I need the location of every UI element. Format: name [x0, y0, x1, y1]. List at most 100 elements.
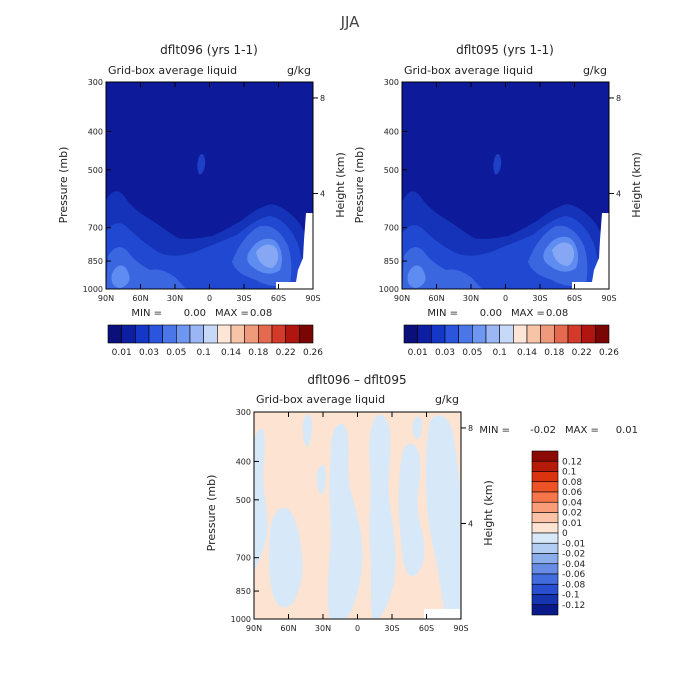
- y-tick-label: 850: [88, 257, 103, 266]
- max-label: MAX =: [215, 308, 249, 319]
- min-label: MIN =: [479, 425, 510, 436]
- contour-cell: [197, 154, 206, 175]
- colorbar-swatch: [285, 324, 300, 344]
- negative-band-1: [254, 428, 268, 570]
- colorbar-swatch: [244, 324, 259, 344]
- x-tick-label: 30N: [463, 294, 479, 303]
- panel-units: g/kg: [435, 393, 459, 406]
- x-tick-label: 90N: [246, 624, 262, 633]
- x-tick-label: 60S: [419, 624, 434, 633]
- missing-data-region: [572, 213, 609, 289]
- x-tick-label: 60N: [280, 624, 296, 633]
- colorbar-swatch: [217, 324, 232, 344]
- panel-title: dflt095 (yrs 1-1): [456, 43, 554, 57]
- colorbar-swatch: [176, 324, 191, 344]
- colorbar-swatch: [531, 594, 559, 606]
- panel-subtitle: Grid-box average liquid: [256, 393, 385, 406]
- min-value: 0.00: [480, 308, 502, 319]
- colorbar-label: 0.05: [166, 348, 186, 358]
- colorbar-label: 0.12: [562, 457, 582, 467]
- negative-band-7: [426, 415, 461, 619]
- contour-band-4: [407, 236, 578, 288]
- x-tick-label: 30N: [315, 624, 331, 633]
- y-axis-label: Pressure (mb): [57, 147, 70, 224]
- x-tick-label: 0: [503, 294, 508, 303]
- colorbar-label: 0.01: [112, 348, 132, 358]
- colorbar-swatch: [531, 460, 559, 472]
- negative-band-5: [369, 414, 396, 619]
- colorbar-swatch: [567, 324, 582, 344]
- colorbar-swatch: [581, 324, 596, 344]
- y-axis-label: Pressure (mb): [353, 147, 366, 224]
- colorbar-swatch: [403, 324, 418, 344]
- colorbar-swatch: [531, 553, 559, 565]
- colorbar-swatch: [458, 324, 473, 344]
- contour-field: [254, 412, 461, 619]
- colorbar-label: 0.03: [139, 348, 159, 358]
- colorbar-label: 0.05: [462, 348, 482, 358]
- x-tick-label: 30S: [384, 624, 399, 633]
- y2-tick-label: 8: [468, 424, 473, 433]
- colorbar-swatch: [135, 324, 150, 344]
- colorbar-label: 0.14: [517, 348, 537, 358]
- max-label: MAX =: [511, 308, 545, 319]
- y2-tick-label: 8: [616, 94, 621, 103]
- y-tick-label: 700: [88, 224, 103, 233]
- y-tick-label: 400: [88, 127, 103, 136]
- colorbar-swatch: [485, 324, 500, 344]
- panel-difference: dflt096 – dflt095 Grid-box average liqui…: [205, 373, 638, 633]
- panel-title: dflt096 (yrs 1-1): [160, 43, 258, 57]
- colorbar-swatch: [531, 542, 559, 554]
- x-tick-label: 0: [355, 624, 360, 633]
- colorbar-label: -0.06: [562, 570, 586, 580]
- colorbar-label: -0.08: [562, 580, 586, 590]
- colorbar-swatch: [531, 604, 559, 616]
- colorbar-label: 0: [562, 529, 568, 539]
- colorbar-label: 0.04: [562, 498, 582, 508]
- colorbar-label: 0.01: [562, 519, 582, 529]
- colorbar-label: 0.08: [562, 478, 582, 488]
- panel-title: dflt096 – dflt095: [307, 373, 406, 387]
- colorbar-swatch: [531, 450, 559, 462]
- panel-units: g/kg: [287, 64, 311, 77]
- contour-band-4: [111, 238, 283, 288]
- colorbar-swatch: [271, 324, 286, 344]
- y2-axis-label: Height (km): [482, 480, 495, 546]
- colorbar-swatch: [531, 532, 559, 544]
- colorbar-swatch: [299, 324, 314, 344]
- x-tick-label: 60N: [428, 294, 444, 303]
- x-tick-label: 30N: [167, 294, 183, 303]
- panel-subtitle: Grid-box average liquid: [108, 64, 237, 77]
- y2-tick-label: 4: [468, 519, 473, 528]
- colorbar-swatch: [531, 501, 559, 513]
- y-tick-label: 400: [236, 457, 251, 466]
- colorbar-swatch: [148, 324, 163, 344]
- y-tick-label: 300: [88, 78, 103, 87]
- contour-band-3: [402, 225, 588, 289]
- colorbar-swatch: [121, 324, 136, 344]
- colorbar-swatch: [531, 563, 559, 575]
- x-tick-label: 30S: [532, 294, 547, 303]
- x-tick-label: 60N: [132, 294, 148, 303]
- colorbar-label: 0.14: [221, 348, 241, 358]
- colorbar-label: 0.1: [493, 348, 507, 358]
- colorbar-label: 0.26: [303, 348, 323, 358]
- colorbar-swatch: [107, 324, 122, 344]
- colorbar-swatch: [203, 324, 218, 344]
- colorbar-label: -0.12: [562, 601, 585, 611]
- y-tick-label: 700: [236, 554, 251, 563]
- x-tick-label: 60S: [567, 294, 582, 303]
- colorbar-label: 0.22: [572, 348, 592, 358]
- x-tick-label: 30S: [236, 294, 251, 303]
- y-tick-label: 1000: [379, 285, 399, 294]
- colorbar-swatch: [540, 324, 555, 344]
- panel-units: g/kg: [583, 64, 607, 77]
- panel-dflt096: dflt096 (yrs 1-1) Grid-box average liqui…: [57, 43, 347, 358]
- y-tick-label: 1000: [231, 615, 251, 624]
- colorbar-label: 0.22: [276, 348, 296, 358]
- x-tick-label: 90S: [601, 294, 616, 303]
- figure-suptitle: JJA: [340, 13, 361, 31]
- x-tick-label: 60S: [271, 294, 286, 303]
- colorbar-label: -0.1: [562, 591, 580, 601]
